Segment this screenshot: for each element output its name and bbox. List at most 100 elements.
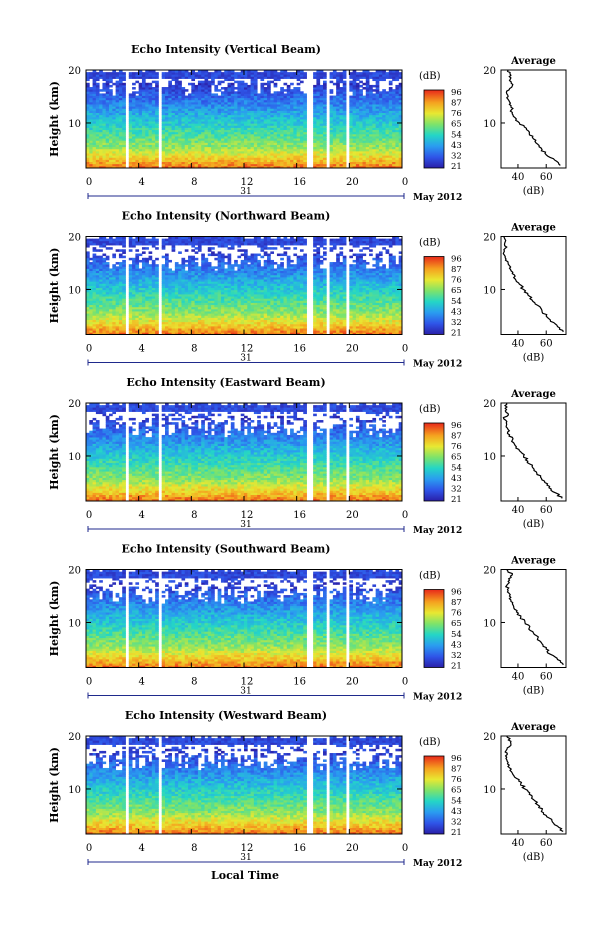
heatmap-cell — [276, 101, 281, 105]
heatmap-cell — [299, 95, 304, 99]
heatmap-cell — [260, 89, 265, 92]
heatmap-cell — [105, 133, 110, 137]
heatmap-cell — [105, 82, 110, 86]
heatmap-cell — [99, 116, 103, 120]
heatmap-cell — [168, 330, 172, 333]
heatmap-cell — [214, 112, 219, 116]
heatmap-cell — [319, 106, 324, 109]
heatmap-cell — [286, 153, 291, 156]
heatmap-cell — [184, 150, 189, 154]
heatmap-cell — [161, 323, 166, 327]
heatmap-cell — [286, 84, 291, 88]
heatmap-cell — [141, 163, 146, 167]
heatmap-cell — [132, 296, 136, 299]
heatmap-cell — [365, 95, 370, 99]
heatmap-cell — [240, 146, 245, 150]
heatmap-cell — [332, 140, 337, 143]
heatmap-cell — [138, 272, 143, 276]
heatmap-cell — [145, 332, 149, 335]
heatmap-cell — [132, 240, 136, 244]
heatmap-cell — [355, 136, 360, 139]
heatmap-cell — [105, 255, 110, 259]
heatmap-cell — [161, 281, 166, 284]
heatmap-cell — [270, 148, 275, 152]
heatmap-cell — [145, 313, 149, 316]
heatmap-cell — [260, 119, 265, 122]
heatmap-cell — [197, 140, 202, 143]
heatmap-cell — [263, 95, 268, 99]
heatmap-cell — [161, 255, 166, 259]
heatmap-cell — [102, 253, 107, 257]
heatmap-cell — [398, 155, 403, 158]
heatmap-cell — [145, 91, 149, 94]
heatmap-cell — [105, 159, 110, 163]
heatmap-cell — [99, 148, 103, 152]
heatmap-cell — [359, 95, 363, 99]
heatmap-cell — [109, 144, 113, 148]
heatmap-cell — [339, 129, 344, 133]
heatmap-cell — [148, 285, 153, 289]
heatmap-cell — [148, 127, 153, 131]
heatmap-cell — [112, 153, 117, 156]
heatmap-cell — [395, 110, 400, 114]
heatmap-cell — [138, 97, 143, 101]
heatmap-cell — [293, 155, 298, 158]
heatmap-cell — [141, 311, 146, 314]
heatmap-cell — [118, 302, 123, 306]
heatmap-cell — [303, 93, 307, 96]
heatmap-cell — [115, 146, 120, 150]
heatmap-cell — [280, 87, 284, 90]
heatmap-cell — [86, 82, 90, 86]
heatmap-cell — [155, 104, 159, 107]
heatmap-cell — [135, 99, 140, 103]
heatmap-cell — [375, 72, 380, 75]
heatmap-cell — [122, 148, 126, 152]
heatmap-cell — [112, 163, 117, 167]
heatmap-cell — [105, 131, 110, 135]
heatmap-cell — [92, 99, 97, 103]
heatmap-cell — [165, 298, 169, 301]
heatmap-cell — [155, 268, 159, 271]
heatmap-cell — [382, 144, 386, 148]
heatmap-cell — [148, 311, 153, 314]
heatmap-cell — [115, 291, 120, 295]
heatmap-cell — [365, 72, 370, 75]
heatmap-cell — [207, 112, 212, 116]
heatmap-cell — [165, 276, 169, 280]
x-tick-label: 4 — [138, 177, 144, 188]
heatmap-cell — [92, 106, 97, 109]
heatmap-cell — [171, 114, 176, 118]
heatmap-cell — [132, 242, 136, 246]
heatmap-cell — [132, 144, 136, 148]
heatmap-cell — [237, 123, 242, 126]
heatmap-cell — [95, 142, 100, 145]
heatmap-cell — [250, 129, 255, 133]
heatmap-cell — [86, 332, 90, 335]
heatmap-cell — [329, 150, 334, 154]
heatmap-cell — [207, 72, 212, 75]
heatmap-cell — [112, 285, 117, 289]
heatmap-cell — [267, 110, 271, 114]
heatmap-cell — [362, 161, 367, 165]
heatmap-cell — [178, 106, 182, 109]
heatmap-cell — [171, 136, 176, 139]
heatmap-cell — [132, 304, 136, 308]
heatmap-cell — [316, 163, 321, 167]
heatmap-cell — [224, 114, 228, 118]
heatmap-cell — [323, 138, 327, 141]
heatmap-cell — [148, 257, 153, 261]
heatmap-cell — [276, 99, 281, 103]
heatmap-cell — [339, 112, 344, 116]
heatmap-cell — [365, 76, 370, 79]
heatmap-cell — [336, 136, 340, 139]
heatmap-cell — [283, 93, 288, 96]
heatmap-cell — [339, 138, 344, 141]
heatmap-cell — [365, 121, 370, 124]
colorbar-tick-label: 54 — [451, 130, 462, 140]
heatmap-cell — [316, 123, 321, 126]
heatmap-cell — [339, 159, 344, 163]
heatmap-cell — [283, 159, 288, 163]
heatmap-cell — [250, 159, 255, 163]
heatmap-cell — [105, 74, 110, 77]
heatmap-cell — [145, 148, 149, 152]
